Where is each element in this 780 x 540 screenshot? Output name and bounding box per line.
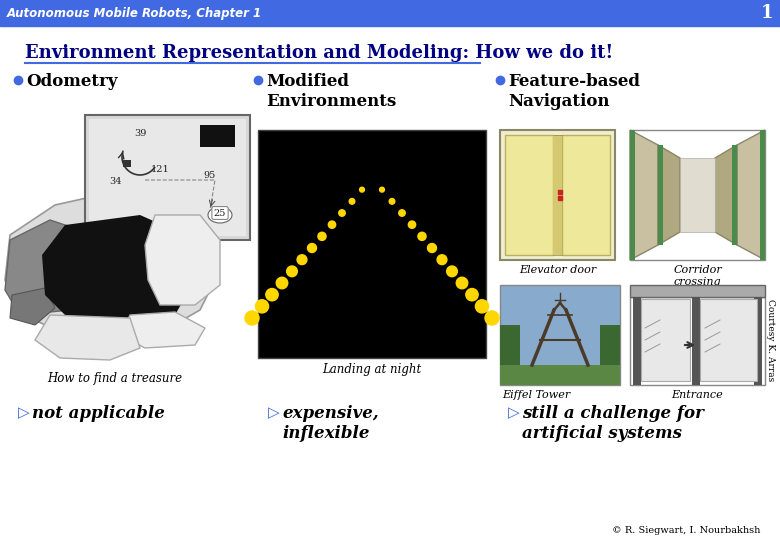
Circle shape — [360, 187, 364, 192]
Bar — [85, 115, 250, 240]
Bar — [200, 125, 235, 147]
Circle shape — [485, 311, 499, 325]
Circle shape — [427, 244, 437, 253]
Text: Entrance: Entrance — [672, 390, 723, 400]
Bar — [505, 135, 553, 255]
Circle shape — [287, 266, 297, 276]
Text: Autonomous Mobile Robots, Chapter 1: Autonomous Mobile Robots, Chapter 1 — [7, 6, 262, 19]
Bar — [500, 285, 620, 385]
Bar — [630, 285, 765, 297]
Circle shape — [409, 221, 416, 228]
Bar — [633, 297, 641, 385]
Polygon shape — [630, 130, 658, 260]
Circle shape — [339, 210, 346, 216]
Circle shape — [466, 288, 478, 301]
Circle shape — [297, 255, 307, 265]
Text: still a challenge for
artificial systems: still a challenge for artificial systems — [522, 405, 704, 442]
Text: Feature-based
Navigation: Feature-based Navigation — [508, 73, 640, 110]
Bar — [641, 299, 690, 381]
Text: Corridor
crossing: Corridor crossing — [673, 265, 722, 287]
Circle shape — [456, 277, 468, 289]
Polygon shape — [680, 158, 715, 232]
Polygon shape — [737, 130, 765, 260]
Bar — [760, 130, 765, 260]
Circle shape — [418, 232, 426, 240]
Circle shape — [437, 255, 447, 265]
Text: © R. Siegwart, I. Nourbakhsh: © R. Siegwart, I. Nourbakhsh — [612, 526, 760, 535]
Bar — [553, 135, 562, 255]
Circle shape — [318, 232, 326, 240]
Text: Environment Representation and Modeling: How we do it!: Environment Representation and Modeling:… — [25, 44, 613, 62]
Bar — [692, 297, 700, 385]
Bar — [500, 365, 620, 385]
Polygon shape — [145, 215, 220, 305]
Text: Elevator door: Elevator door — [519, 265, 596, 275]
Bar — [600, 325, 620, 365]
Circle shape — [476, 300, 488, 313]
Bar — [755, 0, 780, 26]
Bar — [630, 297, 765, 385]
Polygon shape — [10, 288, 55, 325]
Circle shape — [276, 277, 288, 289]
Bar — [754, 297, 762, 385]
Polygon shape — [35, 315, 140, 360]
Bar — [630, 130, 635, 260]
Text: 25: 25 — [214, 208, 226, 218]
Bar — [500, 325, 520, 365]
Bar — [732, 145, 737, 245]
Polygon shape — [42, 215, 195, 325]
Circle shape — [399, 210, 406, 216]
Text: ▷: ▷ — [508, 405, 519, 420]
Text: Odometry: Odometry — [26, 73, 118, 90]
Polygon shape — [5, 195, 215, 335]
Text: Modified
Environments: Modified Environments — [266, 73, 396, 110]
Polygon shape — [715, 145, 737, 245]
Circle shape — [255, 300, 268, 313]
Text: Eiffel Tower: Eiffel Tower — [502, 390, 570, 400]
Circle shape — [328, 221, 335, 228]
Circle shape — [266, 288, 278, 301]
Circle shape — [380, 187, 385, 192]
Text: 1: 1 — [760, 4, 773, 22]
Bar — [658, 145, 663, 245]
Bar — [258, 130, 486, 358]
Bar — [123, 160, 131, 167]
Text: 121: 121 — [151, 165, 169, 174]
Circle shape — [307, 244, 317, 253]
Polygon shape — [658, 145, 680, 245]
Text: 95: 95 — [204, 171, 216, 179]
Text: not applicable: not applicable — [32, 405, 165, 422]
Text: 34: 34 — [108, 178, 121, 186]
Text: ▷: ▷ — [18, 405, 30, 420]
Polygon shape — [120, 312, 205, 348]
Text: ▷: ▷ — [268, 405, 280, 420]
Bar — [500, 130, 615, 260]
Text: expensive,
inflexible: expensive, inflexible — [282, 405, 378, 442]
Bar — [562, 135, 610, 255]
Bar — [0, 0, 755, 26]
Circle shape — [349, 199, 355, 204]
Bar — [630, 130, 765, 260]
Ellipse shape — [208, 207, 232, 223]
Text: Landing at night: Landing at night — [322, 363, 422, 376]
Circle shape — [245, 311, 259, 325]
Text: Courtesy K. Arras: Courtesy K. Arras — [767, 299, 775, 381]
Text: 39: 39 — [134, 129, 146, 138]
Bar — [89, 119, 246, 236]
Text: How to find a treasure: How to find a treasure — [48, 372, 183, 385]
Circle shape — [389, 199, 395, 204]
Circle shape — [447, 266, 457, 276]
Bar — [700, 299, 757, 381]
Polygon shape — [5, 220, 85, 315]
